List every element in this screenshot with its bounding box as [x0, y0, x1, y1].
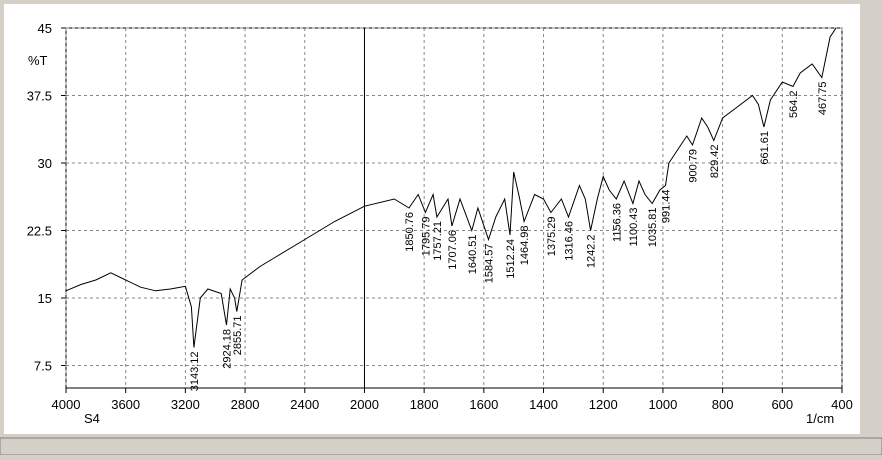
peak-label: 1757.21 [432, 221, 444, 261]
y-tick-label: 22.5 [27, 224, 52, 239]
peak-label: 1100.43 [628, 208, 640, 247]
peak-label: 1795.79 [420, 217, 432, 257]
x-tick-label: 800 [712, 397, 734, 412]
y-tick-label: 45 [38, 21, 52, 36]
x-tick-label: 1000 [648, 397, 677, 412]
peak-label: 1640.51 [467, 235, 479, 275]
peak-label: 1584.57 [483, 244, 495, 284]
peak-label: 564.2 [788, 91, 800, 119]
peak-label: 1707.06 [447, 230, 459, 270]
x-tick-label: 4000 [52, 397, 81, 412]
peak-label: 2924.18 [222, 329, 234, 369]
peak-label: 991.44 [660, 190, 672, 224]
peak-label: 900.79 [688, 149, 700, 183]
y-tick-label: 37.5 [27, 89, 52, 104]
peak-label: 661.61 [759, 131, 771, 165]
x-axis-label: 1/cm [806, 411, 834, 426]
peak-label: 467.75 [817, 82, 829, 116]
x-tick-label: 1800 [410, 397, 439, 412]
y-tick-label: 15 [38, 291, 52, 306]
peak-label: 829.42 [709, 145, 721, 179]
x-tick-label: 400 [831, 397, 853, 412]
x-tick-label: 600 [771, 397, 793, 412]
spectrum-line [65, 27, 837, 348]
peak-label: 1242.2 [586, 235, 598, 269]
y-tick-label: 7.5 [34, 359, 52, 374]
peak-label: 1035.81 [647, 208, 659, 248]
peak-label: 1375.29 [546, 217, 558, 257]
x-tick-label: 2800 [231, 397, 260, 412]
y-tick-label: 30 [38, 156, 52, 171]
peak-label: 1156.36 [611, 203, 623, 242]
sample-label: S4 [84, 411, 100, 426]
x-tick-label: 2400 [290, 397, 319, 412]
x-tick-label: 1200 [589, 397, 618, 412]
x-tick-label: 2000 [350, 397, 379, 412]
x-tick-label: 1600 [469, 397, 498, 412]
peak-label: 1464.98 [519, 226, 531, 266]
x-tick-label: 3600 [111, 397, 140, 412]
peak-label: 3143.12 [189, 352, 201, 392]
peak-label: 1850.76 [404, 212, 416, 252]
y-axis-label: %T [28, 53, 48, 68]
peak-label: 2855.71 [232, 316, 244, 356]
peak-label: 1512.24 [505, 239, 517, 279]
plot-area [65, 27, 843, 389]
x-tick-label: 3200 [171, 397, 200, 412]
status-bar [0, 437, 882, 456]
x-tick-label: 1400 [529, 397, 558, 412]
peak-label: 1316.46 [563, 221, 575, 261]
